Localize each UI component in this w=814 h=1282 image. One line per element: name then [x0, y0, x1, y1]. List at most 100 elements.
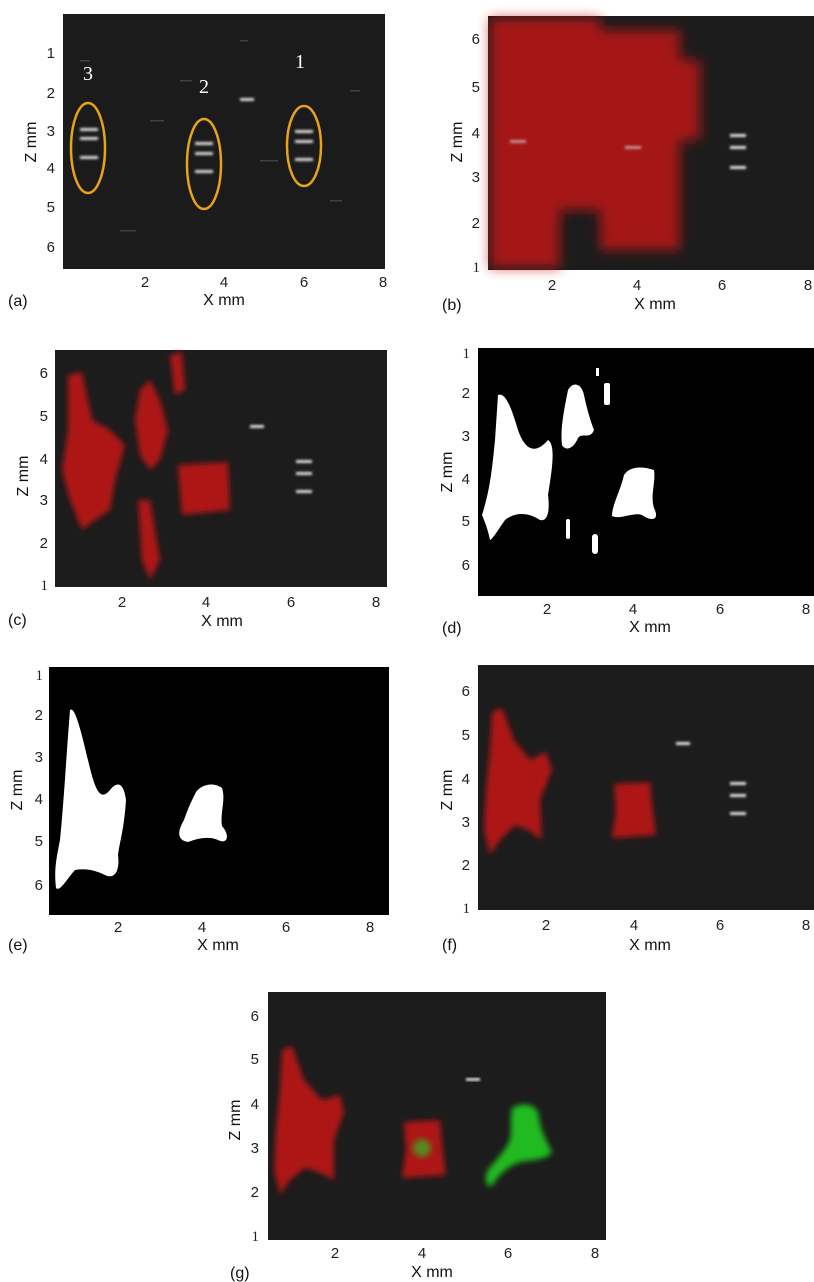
ytick-label: 3	[472, 169, 480, 186]
xtick-label: 6	[716, 917, 724, 934]
ytick-label: 2	[47, 85, 55, 102]
xtick-label: 2	[114, 919, 122, 936]
ytick-label: 3	[40, 492, 48, 509]
x-axis-label: X mm	[411, 1264, 453, 1281]
xtick-label: 4	[418, 1245, 426, 1262]
panel-label: (e)	[8, 937, 28, 954]
target-number-3: 3	[83, 63, 93, 85]
xtick-label: 4	[198, 919, 206, 936]
xtick-label: 4	[630, 917, 638, 934]
ytick-label: 4	[472, 125, 480, 142]
x-axis-label: X mm	[201, 613, 243, 630]
ytick-label: 2	[462, 857, 470, 874]
target-number-2: 2	[199, 76, 209, 98]
ytick-label: 4	[35, 791, 43, 808]
xtick-label: 6	[300, 274, 308, 291]
ytick-label: 3	[462, 428, 470, 445]
xtick-label: 8	[372, 594, 380, 611]
xtick-label: 4	[633, 277, 641, 294]
ytick-label: 1	[473, 260, 481, 276]
ytick-label: 5	[47, 199, 55, 216]
y-axis-label: Z mm	[9, 770, 26, 811]
ytick-label: 2	[251, 1184, 259, 1201]
panel-label: (b)	[442, 297, 462, 314]
ytick-label: 1	[463, 346, 471, 362]
target-number-1: 1	[295, 51, 305, 73]
x-axis-label: X mm	[629, 619, 671, 636]
panel-a: 3 2 1 1 2 3 4 5 6 2 4 6 8 X mm Z mm (a)	[8, 14, 387, 310]
xtick-label: 4	[202, 594, 210, 611]
ytick-label: 6	[35, 877, 43, 894]
panel-label: (g)	[230, 1265, 250, 1282]
xtick-label: 2	[542, 917, 550, 934]
xtick-label: 2	[331, 1245, 339, 1262]
y-axis-label: Z mm	[227, 1100, 244, 1141]
ytick-label: 5	[462, 513, 470, 530]
ytick-label: 4	[462, 471, 470, 488]
y-axis-label: Z mm	[439, 452, 456, 493]
xtick-label: 8	[591, 1245, 599, 1262]
ytick-label: 3	[47, 123, 55, 140]
ytick-label: 6	[251, 1008, 259, 1025]
xtick-label: 6	[716, 601, 724, 618]
panel-b: 6 5 4 3 2 1 2 4 6 8 X mm Z mm (b)	[442, 16, 814, 314]
ytick-label: 3	[251, 1140, 259, 1157]
y-axis-label: Z mm	[449, 122, 466, 163]
ytick-label: 2	[35, 707, 43, 724]
ytick-label: 6	[47, 239, 55, 256]
ytick-label: 4	[47, 160, 55, 177]
ytick-label: 5	[462, 727, 470, 744]
ytick-label: 1	[47, 45, 55, 62]
panel-c: 6 5 4 3 2 1 2 4 6 8 X mm Z mm (c)	[8, 350, 387, 630]
xtick-label: 6	[718, 277, 726, 294]
y-axis-label: Z mm	[15, 456, 32, 497]
xtick-label: 8	[366, 919, 374, 936]
y-axis-label: Z mm	[439, 770, 456, 811]
ytick-label: 5	[251, 1051, 259, 1068]
xtick-label: 6	[287, 594, 295, 611]
panel-d: 1 2 3 4 5 6 2 4 6 8 X mm Z mm (d)	[439, 346, 814, 637]
panel-label: (c)	[8, 612, 27, 629]
x-axis-label: X mm	[629, 937, 671, 954]
ytick-label: 6	[472, 31, 480, 48]
ytick-label: 6	[40, 365, 48, 382]
ytick-label: 5	[40, 408, 48, 425]
ytick-label: 1	[36, 668, 44, 684]
panel-label: (f)	[442, 937, 457, 954]
xtick-label: 2	[118, 594, 126, 611]
panel-g: 6 5 4 3 2 1 2 4 6 8 X mm Z mm (g)	[227, 992, 606, 1282]
x-axis-label: X mm	[197, 937, 239, 954]
ytick-label: 2	[462, 385, 470, 402]
xtick-label: 4	[629, 601, 637, 618]
ytick-label: 5	[472, 79, 480, 96]
ytick-label: 1	[463, 901, 471, 917]
y-axis-label: Z mm	[23, 122, 40, 163]
xtick-label: 4	[220, 274, 228, 291]
xtick-label: 2	[141, 274, 149, 291]
xtick-label: 2	[543, 601, 551, 618]
xtick-label: 8	[802, 601, 810, 618]
ytick-label: 3	[35, 749, 43, 766]
xtick-label: 8	[379, 274, 387, 291]
xtick-label: 6	[282, 919, 290, 936]
ytick-label: 5	[35, 833, 43, 850]
targets-g	[466, 1078, 480, 1081]
xtick-label: 8	[802, 917, 810, 934]
panel-label: (d)	[442, 620, 462, 637]
ytick-label: 6	[462, 557, 470, 574]
ytick-label: 6	[462, 683, 470, 700]
ytick-label: 2	[40, 535, 48, 552]
ytick-label: 4	[40, 451, 48, 468]
ytick-label: 4	[462, 771, 470, 788]
ytick-label: 2	[472, 215, 480, 232]
panel-f: 6 5 4 3 2 1 2 4 6 8 X mm Z mm (f)	[439, 665, 814, 954]
panel-e: 1 2 3 4 5 6 2 4 6 8 X mm Z mm (e)	[8, 667, 389, 954]
ytick-label: 4	[251, 1096, 259, 1113]
ytick-label: 1	[252, 1229, 260, 1245]
ytick-label: 3	[462, 814, 470, 831]
ytick-label: 1	[41, 578, 49, 594]
panel-label: (a)	[8, 293, 28, 310]
xtick-label: 6	[504, 1245, 512, 1262]
xtick-label: 8	[804, 277, 812, 294]
